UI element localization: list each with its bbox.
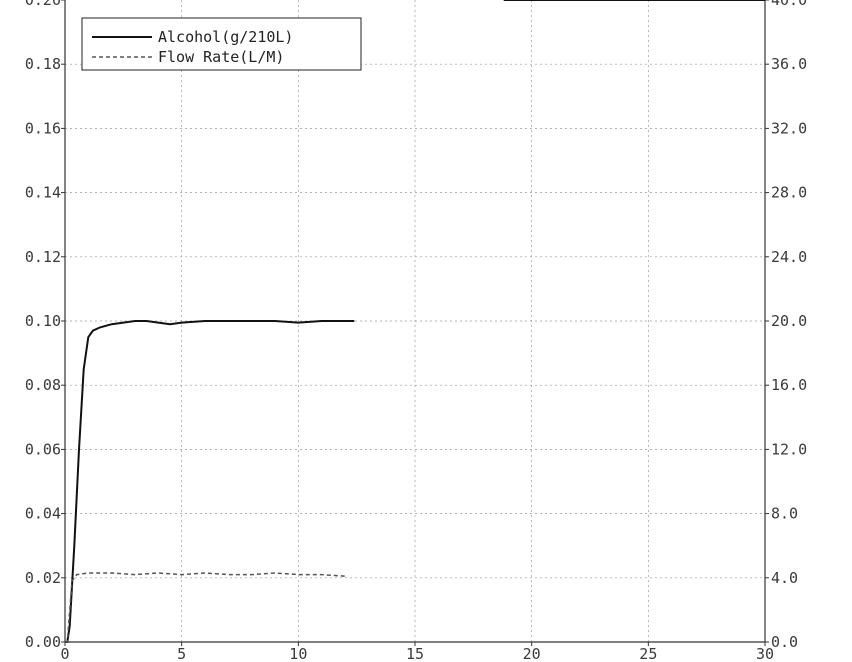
x-tick-label: 15 xyxy=(406,645,424,662)
legend-label-flow-rate: Flow Rate(L/M) xyxy=(158,48,284,66)
series-lines xyxy=(65,0,765,643)
x-tick-label: 5 xyxy=(177,645,186,662)
y-right-tick-label: 24.0 xyxy=(771,248,807,266)
y-left-tick-label: 0.14 xyxy=(25,184,61,202)
y-left-tick-label: 0.18 xyxy=(25,55,61,73)
y-right-tick-label: 36.0 xyxy=(771,55,807,73)
y-left-tick-label: 0.16 xyxy=(25,119,61,137)
y-right-tick-label: 16.0 xyxy=(771,376,807,394)
y-right-tick-label: 32.0 xyxy=(771,119,807,137)
y-right-tick-label: 12.0 xyxy=(771,440,807,458)
y-right-tick-label: 40.0 xyxy=(771,0,807,9)
y-left-tick-label: 0.20 xyxy=(25,0,61,9)
y-axis-right-ticks: 0.0 4.0 8.0 12.0 16.0 20.0 24.0 28.0 32.0 36.0 40.… xyxy=(765,0,807,651)
x-tick-label: 20 xyxy=(523,645,541,662)
y-left-tick-label: 0.04 xyxy=(25,505,61,523)
legend-box xyxy=(81,17,362,71)
x-tick-label: 0 xyxy=(60,645,69,662)
y-right-tick-label: 28.0 xyxy=(771,184,807,202)
series-line-1 xyxy=(65,572,346,643)
x-tick-label: 30 xyxy=(756,645,774,662)
y-right-tick-label: 20.0 xyxy=(771,312,807,330)
y-left-tick-label: 0.08 xyxy=(25,376,61,394)
x-tick-label: 25 xyxy=(639,645,657,662)
y-left-tick-label: 0.10 xyxy=(25,312,61,330)
y-left-tick-label: 0.12 xyxy=(25,248,61,266)
x-axis-ticks: 0 5 10 15 20 25 30 xyxy=(60,642,774,662)
y-left-tick-label: 0.02 xyxy=(25,569,61,587)
series-line-0 xyxy=(65,320,355,643)
y-right-tick-label: 4.0 xyxy=(771,569,798,587)
y-right-tick-label: 0.0 xyxy=(771,633,798,651)
legend-label-alcohol: Alcohol(g/210L) xyxy=(158,28,293,46)
legend: Alcohol(g/210L) Flow Rate(L/M) xyxy=(81,17,362,71)
y-axis-left-ticks: 0.00 0.02 0.04 0.06 0.08 0.10 0.12 0.14 0.16 0.18… xyxy=(25,0,65,651)
y-left-tick-label: 0.00 xyxy=(25,633,61,651)
y-right-tick-label: 8.0 xyxy=(771,505,798,523)
y-left-tick-label: 0.06 xyxy=(25,440,61,458)
x-tick-label: 10 xyxy=(289,645,307,662)
